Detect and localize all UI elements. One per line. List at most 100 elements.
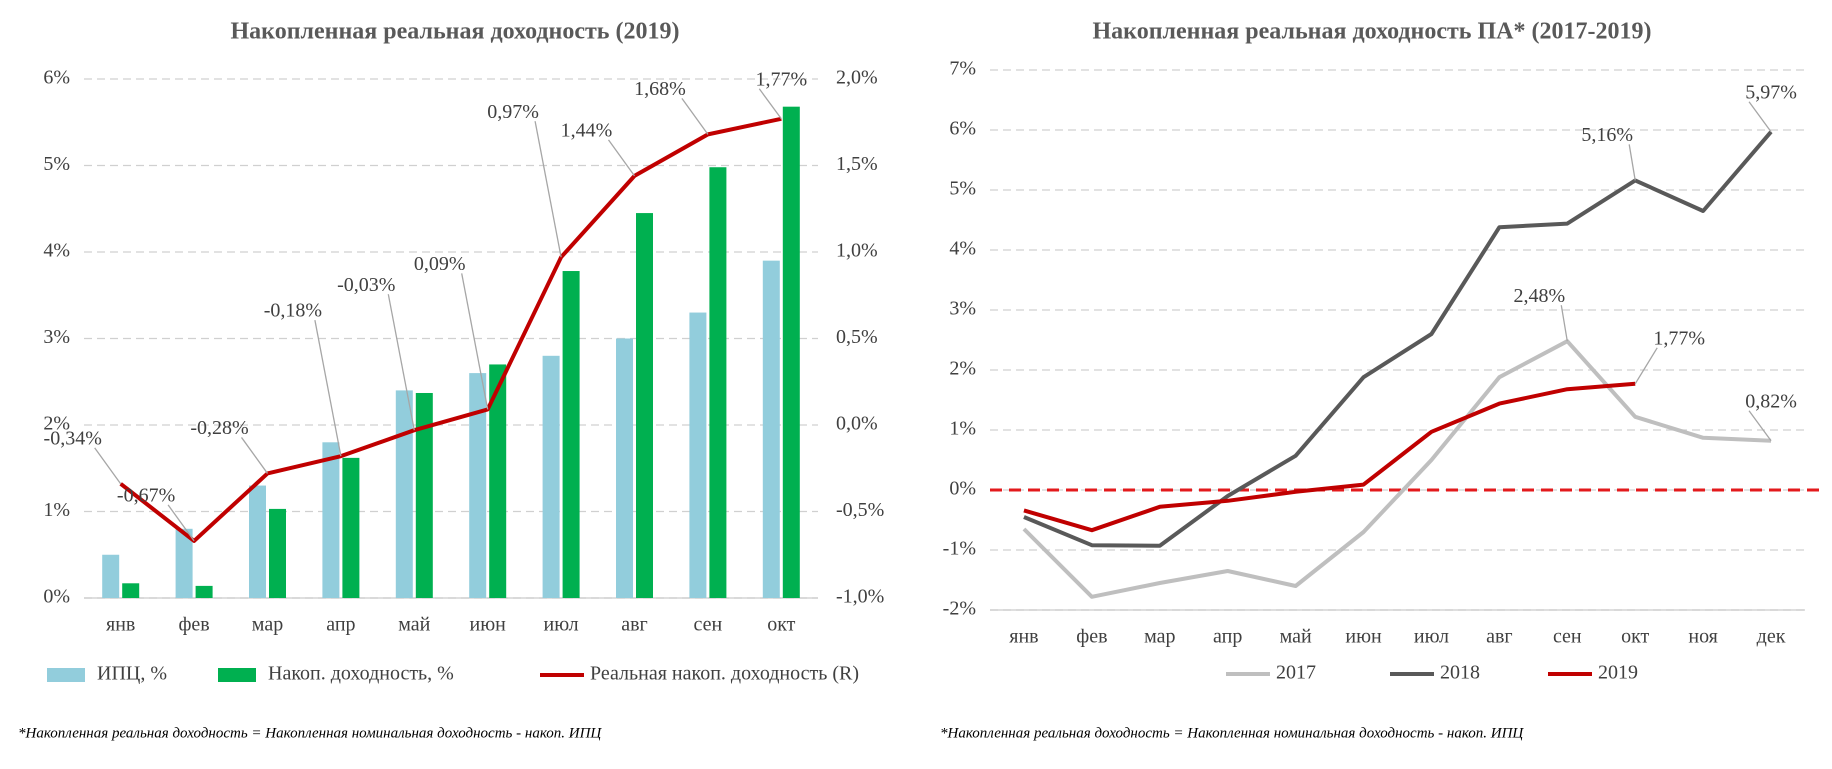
bar bbox=[542, 355, 560, 598]
x-tick-label: дек bbox=[1757, 626, 1786, 648]
bar bbox=[616, 338, 633, 598]
data-label: 1,44% bbox=[561, 119, 613, 141]
bar bbox=[469, 373, 487, 598]
y2-tick-label: -1,0% bbox=[836, 586, 884, 608]
y-tick-label: 1% bbox=[43, 499, 70, 521]
data-label: -0,28% bbox=[190, 417, 248, 439]
leader-line bbox=[607, 139, 636, 177]
bar bbox=[395, 390, 413, 598]
y2-tick-label: 0,0% bbox=[836, 413, 878, 435]
bar bbox=[415, 392, 433, 598]
legend-swatch bbox=[47, 668, 85, 682]
bar bbox=[322, 442, 340, 598]
data-label: 0,97% bbox=[487, 101, 539, 123]
data-label: -0,67% bbox=[117, 485, 175, 507]
line-series bbox=[119, 116, 782, 543]
x-tick-label: мар bbox=[252, 614, 283, 636]
y-tick-label: 3% bbox=[949, 298, 976, 320]
data-label: 1,68% bbox=[634, 78, 686, 100]
y-tick-label: -1% bbox=[943, 538, 976, 560]
bar bbox=[342, 457, 360, 598]
bar bbox=[709, 167, 727, 599]
chart-title: Накопленная реальная доходность ПА* (201… bbox=[1093, 19, 1652, 45]
x-tick-label: мар bbox=[1144, 626, 1175, 648]
data-label: 1,77% bbox=[755, 68, 807, 90]
legend-swatch bbox=[218, 668, 256, 682]
leader-line bbox=[534, 121, 562, 258]
bar bbox=[249, 485, 266, 598]
legend-label: ИПЦ, % bbox=[97, 663, 167, 685]
leader-line bbox=[1634, 347, 1658, 385]
bar bbox=[782, 106, 800, 599]
x-tick-label: окт bbox=[767, 614, 795, 636]
bar bbox=[269, 508, 286, 598]
x-tick-label: янв bbox=[1009, 626, 1038, 648]
y-tick-label: 4% bbox=[949, 238, 976, 260]
x-tick-label: июн bbox=[1345, 626, 1382, 648]
leader-line bbox=[758, 88, 782, 120]
y2-tick-label: -0,5% bbox=[836, 499, 884, 521]
leader-line bbox=[1748, 410, 1772, 442]
y2-tick-label: 1,0% bbox=[836, 240, 878, 262]
legend-label: 2019 bbox=[1598, 662, 1638, 684]
y-tick-label: 3% bbox=[43, 326, 70, 348]
footnote: *Накопленная реальная доходность = Накоп… bbox=[18, 725, 602, 741]
x-tick-label: авг bbox=[1486, 626, 1513, 648]
leader-line bbox=[167, 504, 195, 542]
line-series bbox=[1022, 339, 1772, 599]
bar bbox=[175, 528, 193, 598]
x-tick-label: апр bbox=[326, 614, 355, 636]
x-tick-label: апр bbox=[1213, 626, 1242, 648]
x-tick-label: сен bbox=[694, 614, 723, 636]
x-tick-label: ноя bbox=[1688, 626, 1718, 648]
y-tick-label: 2% bbox=[949, 358, 976, 380]
leader-line bbox=[1748, 101, 1772, 133]
bar bbox=[762, 260, 780, 598]
y-tick-label: 0% bbox=[43, 586, 70, 608]
x-tick-label: авг bbox=[621, 614, 648, 636]
x-tick-label: фев bbox=[178, 614, 209, 636]
y-tick-label: 5% bbox=[949, 178, 976, 200]
data-label: 1,77% bbox=[1653, 327, 1705, 349]
x-tick-label: май bbox=[398, 614, 430, 636]
x-tick-label: май bbox=[1280, 626, 1312, 648]
x-tick-label: июн bbox=[470, 614, 507, 636]
x-tick-label: окт bbox=[1621, 626, 1649, 648]
data-label: 2,48% bbox=[1513, 285, 1565, 307]
x-tick-label: сен bbox=[1553, 626, 1582, 648]
y-tick-label: 1% bbox=[949, 418, 976, 440]
x-tick-label: июл bbox=[1414, 626, 1449, 648]
y-tick-label: 7% bbox=[949, 58, 976, 80]
leader-line bbox=[1560, 305, 1568, 342]
y2-tick-label: 0,5% bbox=[836, 326, 878, 348]
y2-tick-label: 1,5% bbox=[836, 153, 878, 175]
y-tick-label: 4% bbox=[43, 240, 70, 262]
bar bbox=[195, 585, 213, 598]
leader-line bbox=[240, 437, 269, 474]
leader-line bbox=[461, 273, 489, 410]
bar bbox=[122, 583, 140, 598]
data-label: -0,18% bbox=[264, 300, 322, 322]
legend-label: Накоп. доходность, % bbox=[268, 663, 454, 685]
y-tick-label: 0% bbox=[949, 478, 976, 500]
y-tick-label: 2% bbox=[43, 413, 70, 435]
legend-label: Реальная накоп. доходность (R) bbox=[590, 663, 859, 685]
bar bbox=[489, 364, 507, 598]
x-tick-label: янв bbox=[106, 614, 135, 636]
bar bbox=[689, 312, 707, 598]
data-label: -0,34% bbox=[44, 427, 102, 449]
leader-line bbox=[387, 294, 415, 431]
legend-label: 2018 bbox=[1440, 662, 1480, 684]
data-label: -0,03% bbox=[337, 274, 395, 296]
leader-line bbox=[1628, 144, 1636, 181]
line-series bbox=[1023, 381, 1636, 533]
leader-line bbox=[681, 97, 709, 135]
line-series bbox=[1023, 130, 1773, 548]
leader-line bbox=[314, 320, 342, 457]
bar bbox=[562, 271, 580, 598]
x-tick-label: июл bbox=[544, 614, 579, 636]
footnote: *Накопленная реальная доходность = Накоп… bbox=[940, 725, 1524, 741]
bar bbox=[636, 213, 653, 598]
leader-line bbox=[94, 447, 122, 485]
